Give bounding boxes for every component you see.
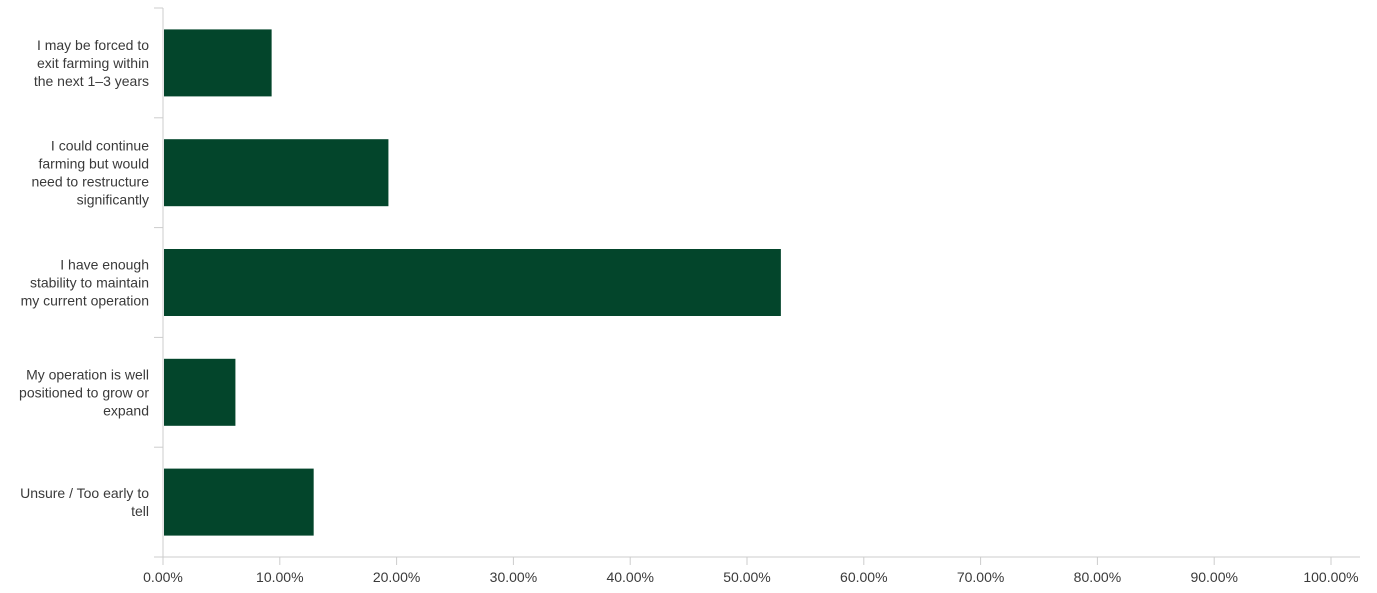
category-label: I could continue farming but would need to… <box>31 138 149 208</box>
x-tick-label: 100.00% <box>1303 569 1358 585</box>
axes <box>154 7 1360 565</box>
bar <box>164 139 389 207</box>
bars <box>164 29 781 536</box>
category-label: I have enough stability to maintain my cur… <box>21 257 149 309</box>
x-tick-label: 90.00% <box>1190 569 1237 585</box>
bar <box>164 29 272 97</box>
x-tick-label: 70.00% <box>957 569 1004 585</box>
x-tick-label: 30.00% <box>490 569 537 585</box>
category-label: Unsure / Too early to tell <box>20 485 149 519</box>
bar <box>164 468 314 536</box>
x-tick-label: 20.00% <box>373 569 420 585</box>
x-tick-label: 80.00% <box>1074 569 1121 585</box>
category-label: I may be forced to exit farming within the… <box>34 37 149 89</box>
x-tick-label: 40.00% <box>606 569 653 585</box>
category-labels: I may be forced to exit farming within the… <box>19 37 149 519</box>
x-tick-label: 50.00% <box>723 569 770 585</box>
category-label: My operation is well positioned to grow o… <box>19 366 149 418</box>
x-tick-labels: 0.00% 10.00% 20.00% 30.00% 40.00% 50.00% 60.00… <box>143 569 1358 585</box>
x-tick-label: 10.00% <box>256 569 303 585</box>
x-tick-label: 60.00% <box>840 569 887 585</box>
x-tick-label: 0.00% <box>143 569 183 585</box>
bar <box>164 358 236 426</box>
bar <box>164 249 781 316</box>
